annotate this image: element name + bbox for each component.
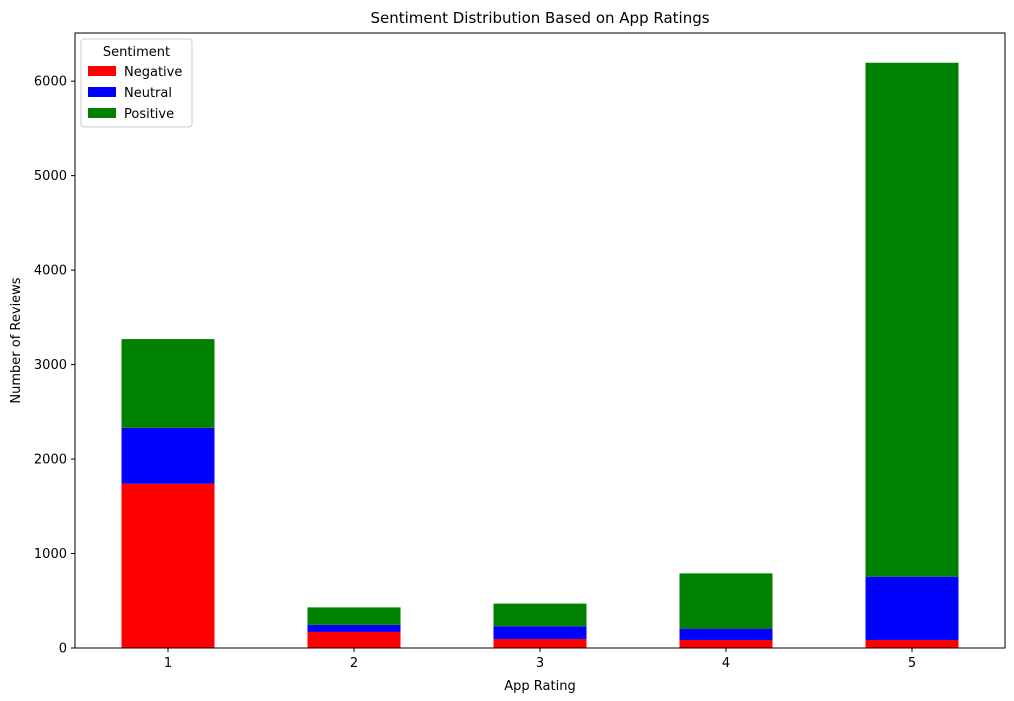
legend-swatch-positive — [88, 108, 116, 118]
x-tick-label: 1 — [164, 656, 172, 671]
x-axis-ticks: 1 2 3 4 5 — [164, 648, 916, 671]
x-tick-label: 5 — [908, 656, 916, 671]
bar-negative-rating-3 — [494, 639, 587, 648]
legend-label-positive: Positive — [124, 107, 174, 122]
legend-label-neutral: Neutral — [124, 86, 172, 101]
y-axis-ticks: 0 1000 2000 3000 4000 5000 6000 — [34, 75, 75, 657]
legend-title: Sentiment — [103, 45, 170, 60]
y-tick-label: 1000 — [34, 547, 67, 562]
y-tick-label: 6000 — [34, 75, 67, 90]
bar-neutral-rating-5 — [866, 577, 959, 640]
bar-negative-rating-2 — [308, 632, 401, 648]
x-tick-label: 3 — [536, 656, 544, 671]
legend-label-negative: Negative — [124, 65, 182, 80]
legend-swatch-negative — [88, 66, 116, 76]
chart-title: Sentiment Distribution Based on App Rati… — [370, 9, 709, 27]
bar-negative-rating-4 — [680, 640, 773, 648]
bar-neutral-rating-3 — [494, 626, 587, 639]
y-tick-label: 3000 — [34, 358, 67, 373]
bar-neutral-rating-4 — [680, 629, 773, 640]
bar-neutral-rating-1 — [122, 428, 215, 484]
bar-positive-rating-5 — [866, 63, 959, 577]
bars-layer — [122, 63, 959, 648]
bar-positive-rating-4 — [680, 573, 773, 628]
y-tick-label: 5000 — [34, 169, 67, 184]
legend-swatch-neutral — [88, 87, 116, 97]
y-tick-label: 0 — [59, 642, 67, 657]
y-tick-label: 4000 — [34, 264, 67, 279]
bar-positive-rating-3 — [494, 604, 587, 627]
bar-neutral-rating-2 — [308, 625, 401, 632]
x-tick-label: 2 — [350, 656, 358, 671]
y-axis-label: Number of Reviews — [9, 277, 24, 403]
bar-negative-rating-1 — [122, 484, 215, 648]
x-axis-label: App Rating — [504, 679, 575, 694]
y-tick-label: 2000 — [34, 453, 67, 468]
x-tick-label: 4 — [722, 656, 730, 671]
bar-positive-rating-1 — [122, 339, 215, 428]
legend-items: Negative Neutral Positive — [88, 65, 182, 122]
bar-positive-rating-2 — [308, 607, 401, 624]
bar-negative-rating-5 — [866, 640, 959, 648]
legend: Sentiment Negative Neutral Positive — [81, 39, 192, 127]
